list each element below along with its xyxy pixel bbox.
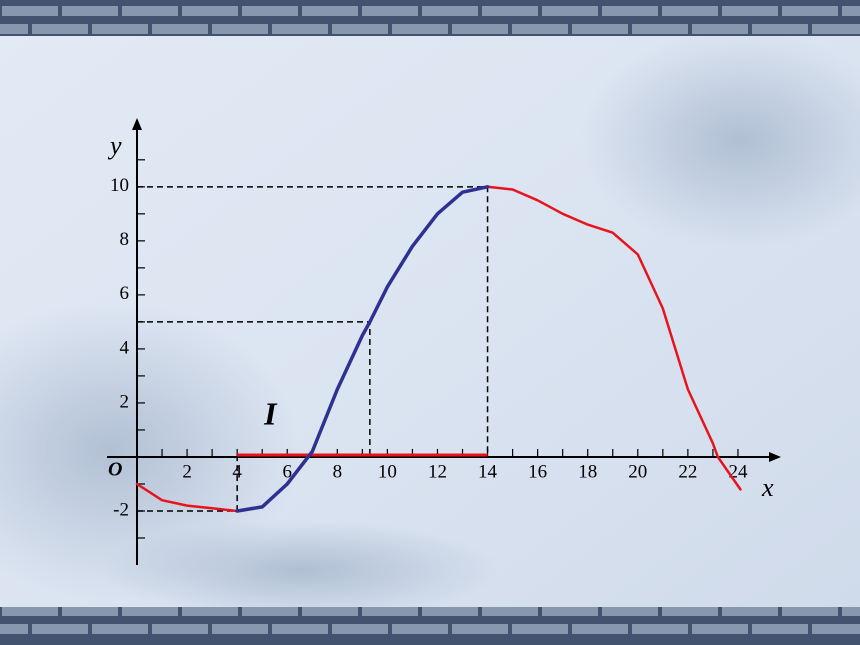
y-tick-label: 6 <box>120 283 130 304</box>
x-tick-label: 4 <box>232 461 242 482</box>
y-tick-label: 8 <box>120 229 130 250</box>
x-tick-label: 16 <box>528 461 547 482</box>
y-axis-label: y <box>107 131 122 160</box>
y-axis-arrow <box>132 118 142 130</box>
x-axis-arrow <box>769 451 781 462</box>
x-tick-label: 22 <box>678 461 697 482</box>
interval-label: I <box>263 395 278 431</box>
origin-label: O <box>108 459 122 481</box>
y-tick-label: 4 <box>120 337 130 358</box>
y-tick-label: -2 <box>113 499 129 520</box>
x-tick-label: 12 <box>428 461 447 482</box>
x-tick-label: 18 <box>578 461 597 482</box>
top-border <box>0 0 860 36</box>
x-axis-label: x <box>761 473 774 502</box>
x-tick-label: 24 <box>728 461 748 482</box>
x-tick-label: 8 <box>333 461 343 482</box>
bottom-border <box>0 607 860 645</box>
y-tick-label: 10 <box>110 175 129 196</box>
decoration <box>580 30 860 250</box>
x-tick-label: 14 <box>478 461 498 482</box>
x-tick-label: 2 <box>182 461 192 482</box>
curve <box>235 185 490 513</box>
decoration <box>100 520 500 620</box>
x-tick-label: 20 <box>628 461 647 482</box>
y-tick-label: 2 <box>120 391 130 412</box>
x-tick-label: 10 <box>378 461 397 482</box>
x-tick-label: 6 <box>282 461 292 482</box>
